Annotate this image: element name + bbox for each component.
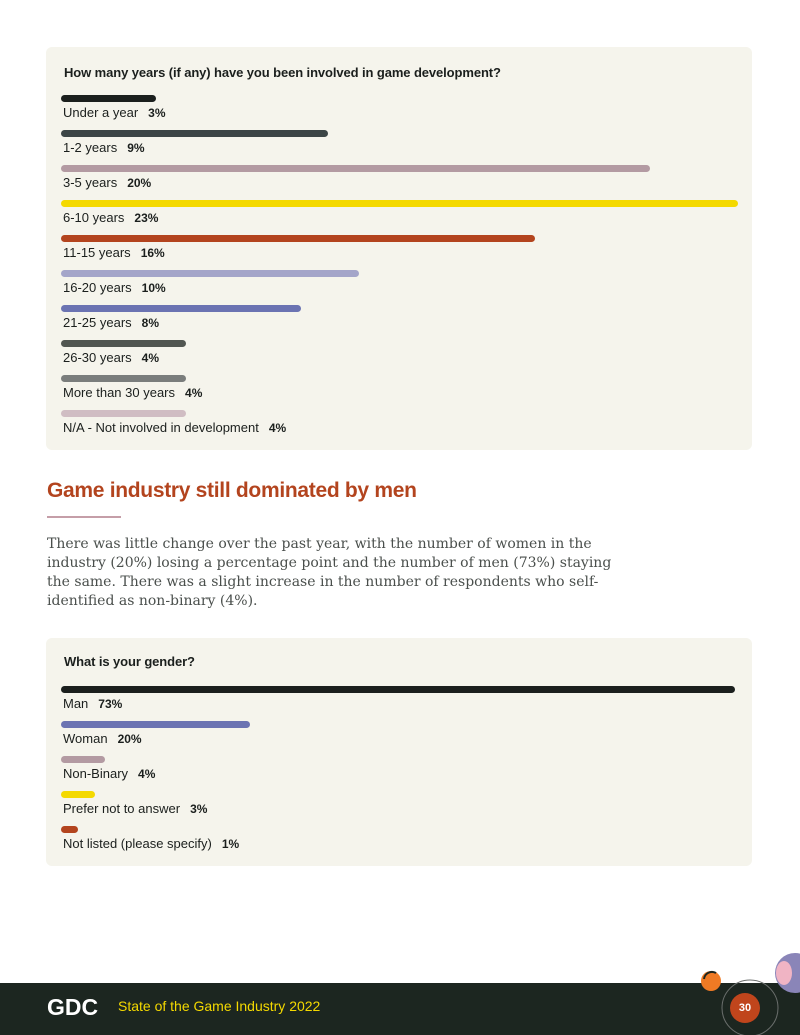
years-bar [61, 340, 187, 347]
gender-row-text: Not listed (please specify) 1% [63, 836, 239, 851]
years-row: Under a year 3% [61, 95, 741, 130]
years-row: 21-25 years 8% [61, 305, 741, 340]
page-footer: GDC State of the Game Industry 2022 30 [0, 983, 800, 1035]
years-percent: 20% [127, 176, 152, 190]
gender-bar [61, 721, 250, 728]
gender-row: Non-Binary 4% [61, 756, 741, 791]
years-bar [61, 305, 302, 312]
gender-label: Prefer not to answer [63, 801, 181, 816]
gender-bar [61, 756, 105, 763]
gender-percent: 4% [138, 767, 156, 781]
gender-percent: 73% [98, 697, 123, 711]
years-row-text: 1-2 years 9% [63, 140, 145, 155]
decorative-shapes-icon [701, 953, 800, 1035]
gender-row-text: Woman 20% [63, 731, 142, 746]
years-label: 21-25 years [63, 315, 132, 330]
years-row-text: 3-5 years 20% [63, 175, 151, 190]
years-row-text: 26-30 years 4% [63, 350, 159, 365]
footer-title: State of the Game Industry 2022 [118, 998, 321, 1014]
gender-row-text: Prefer not to answer 3% [63, 801, 207, 816]
years-bar [61, 200, 738, 207]
years-row: More than 30 years 4% [61, 375, 741, 410]
years-label: Under a year [63, 105, 139, 120]
gender-bar [61, 686, 735, 693]
years-label: N/A - Not involved in development [63, 420, 259, 435]
years-row: N/A - Not involved in development 4% [61, 410, 741, 445]
gender-bar [61, 826, 78, 833]
years-percent: 23% [134, 211, 159, 225]
years-in-development-panel: How many years (if any) have you been in… [46, 47, 752, 450]
years-question-title: How many years (if any) have you been in… [64, 65, 501, 80]
years-row-text: 21-25 years 8% [63, 315, 159, 330]
years-row: 6-10 years 23% [61, 200, 741, 235]
years-percent: 4% [268, 421, 287, 435]
years-row-text: 6-10 years 23% [63, 210, 158, 225]
years-label: 11-15 years [63, 245, 131, 260]
years-label: 16-20 years [63, 280, 132, 295]
years-label: 26-30 years [63, 350, 132, 365]
years-label: 3-5 years [63, 175, 118, 190]
gender-question-title: What is your gender? [64, 654, 195, 669]
years-percent: 8% [141, 316, 159, 330]
years-bar [61, 165, 650, 172]
gender-percent: 20% [117, 732, 142, 746]
years-row-text: Under a year 3% [63, 105, 166, 120]
gender-row: Woman 20% [61, 721, 741, 756]
heading-underline [47, 516, 121, 518]
years-row-text: 16-20 years 10% [63, 280, 166, 295]
gender-row-text: Non-Binary 4% [63, 766, 155, 781]
years-percent: 4% [185, 386, 203, 400]
years-percent: 10% [141, 281, 166, 295]
years-row: 26-30 years 4% [61, 340, 741, 375]
years-label: More than 30 years [63, 385, 176, 400]
gender-label: Non-Binary [63, 766, 129, 781]
years-percent: 3% [148, 106, 166, 120]
body-paragraph: There was little change over the past ye… [47, 536, 612, 609]
years-row: 3-5 years 20% [61, 165, 741, 200]
years-row-text: N/A - Not involved in development 4% [63, 420, 286, 435]
years-bar [61, 95, 156, 102]
years-percent: 9% [127, 141, 145, 155]
gender-label: Man [63, 696, 89, 711]
years-label: 6-10 years [63, 210, 125, 225]
gender-row: Not listed (please specify) 1% [61, 826, 741, 861]
gender-percent: 1% [221, 837, 240, 851]
years-row-text: 11-15 years 16% [63, 245, 165, 260]
svg-text:GDC: GDC [47, 994, 98, 1020]
gender-row: Prefer not to answer 3% [61, 791, 741, 826]
years-bar [61, 410, 187, 417]
gender-percent: 3% [190, 802, 208, 816]
years-bar [61, 235, 535, 242]
section-heading: Game industry still dominated by men [47, 479, 417, 502]
gdc-logo: GDC [47, 994, 98, 1020]
years-bar [61, 375, 187, 382]
page-number: 30 [730, 993, 760, 1023]
gender-panel: What is your gender? Man 73% Woman 20% Non-B… [46, 638, 752, 866]
years-row: 1-2 years 9% [61, 130, 741, 165]
gender-label: Woman [63, 731, 108, 746]
gender-label: Not listed (please specify) [63, 836, 212, 851]
years-bar [61, 130, 329, 137]
gender-row: Man 73% [61, 686, 741, 721]
years-percent: 16% [140, 246, 165, 260]
years-percent: 4% [141, 351, 159, 365]
years-bar [61, 270, 359, 277]
years-label: 1-2 years [63, 140, 118, 155]
gender-row-text: Man 73% [63, 696, 122, 711]
years-row: 11-15 years 16% [61, 235, 741, 270]
years-row: 16-20 years 10% [61, 270, 741, 305]
years-row-text: More than 30 years 4% [63, 385, 202, 400]
gender-bar [61, 791, 95, 798]
